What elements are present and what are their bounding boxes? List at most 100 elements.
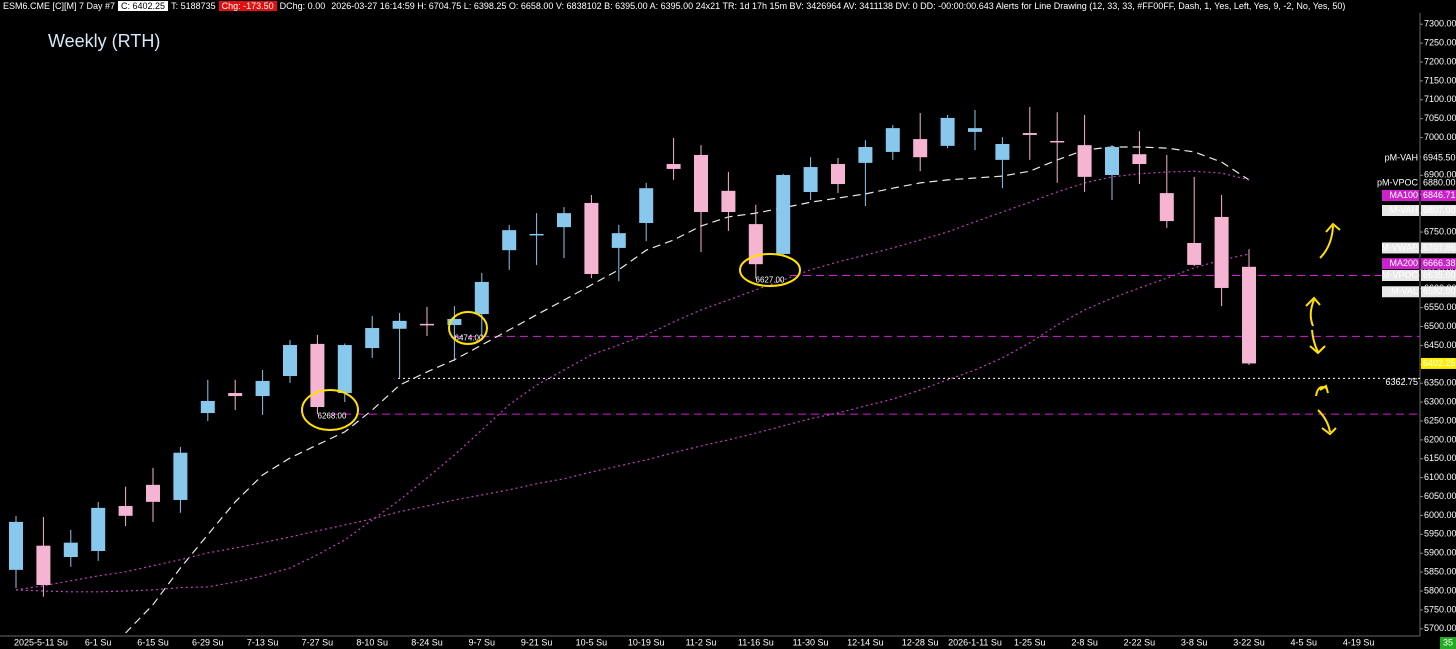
y-tick-label: 7300.00 (1424, 19, 1456, 29)
marker-value: 6880.00 (1423, 177, 1456, 187)
x-tick-label: 9-21 Su (521, 637, 553, 647)
marker-name-box (1382, 152, 1419, 164)
last-price-box (1421, 357, 1456, 369)
x-tick-label: 11-2 Su (686, 637, 717, 647)
marker-name: M-VAH (1390, 205, 1418, 215)
candle-body (639, 188, 654, 223)
candle-body (337, 345, 352, 394)
arrow (1317, 409, 1337, 436)
y-tick-label: 6650.00 (1424, 264, 1456, 274)
x-tick-label: 10-5 Su (576, 637, 608, 647)
marker-value: 6666.38 (1423, 258, 1456, 268)
candle-body (611, 233, 626, 248)
candle-body (1022, 133, 1037, 135)
marker-name: pM-VAH (1385, 153, 1418, 163)
candle-body (1105, 147, 1119, 175)
marker-value-box (1421, 258, 1456, 270)
candle-body (1077, 145, 1092, 177)
change: Chg: -173.50 (218, 1, 277, 11)
marker-name: M-VWAP (1381, 242, 1418, 252)
candle-body (1242, 266, 1256, 364)
y-tick-label: 6350.00 (1424, 378, 1456, 388)
y-tick-label: 6150.00 (1424, 453, 1456, 463)
marker-value-box (1421, 189, 1456, 201)
y-tick-label: 5700.00 (1424, 623, 1456, 633)
x-tick-label: 1-25 Su (1014, 637, 1046, 647)
badge (1440, 637, 1456, 649)
candle-body (529, 233, 544, 236)
marker-name-box (1382, 205, 1419, 217)
x-tick-label: 6-15 Su (137, 637, 169, 647)
marker-name: pM-VPOC (1377, 177, 1419, 187)
x-tick-label: 11-16 Su (738, 637, 774, 647)
status-bar: ESM6.CME [C][M] 7 Day #7 C: 6402.25 T: 518… (0, 0, 1456, 13)
marker-name-box (1382, 177, 1419, 189)
candle-body (557, 213, 571, 228)
x-tick-label: 9-7 Su (469, 637, 496, 647)
y-tick-label: 6300.00 (1424, 396, 1456, 406)
candle-body (1050, 140, 1065, 143)
marker-name: MA100 (1389, 190, 1418, 200)
candle-body (831, 164, 845, 185)
level-label: 6362.75 (1385, 377, 1418, 387)
y-tick-label: 7000.00 (1424, 132, 1456, 142)
badge-text: 35 (1443, 637, 1453, 647)
marker-value-box (1421, 177, 1456, 189)
candle-body (63, 542, 78, 558)
circle (301, 389, 359, 431)
x-tick-label: 7-27 Su (302, 637, 334, 647)
marker-value: 6807.00 (1423, 205, 1456, 215)
candle-body (913, 139, 928, 158)
marker-name-box (1382, 286, 1419, 298)
x-tick-label: 4-19 Su (1343, 637, 1375, 647)
y-tick-label: 7150.00 (1424, 75, 1456, 85)
candle-body (584, 202, 599, 274)
y-tick-label: 6750.00 (1424, 226, 1456, 236)
candle-body (228, 393, 243, 397)
annotation: 6474.00 (455, 333, 484, 342)
last-price: 6402.25 (1423, 358, 1456, 368)
y-tick-label: 6450.00 (1424, 340, 1456, 350)
candle-body (694, 154, 708, 213)
candle-body (420, 323, 434, 326)
ma-line (15, 170, 1250, 593)
symbol: ESM6.CME [C][M] 7 Day #7 (3, 1, 116, 11)
circle (448, 311, 488, 345)
y-tick-label: 6500.00 (1424, 321, 1456, 331)
x-tick-label: 3-8 Su (1181, 637, 1208, 647)
candle-body (995, 143, 1010, 160)
x-tick-label: 10-19 Su (628, 637, 665, 647)
last-close: C: 6402.25 (118, 1, 169, 11)
candle-body (666, 164, 681, 169)
candle-body (118, 506, 133, 516)
marker-value-box (1421, 269, 1456, 281)
candle-body (803, 167, 818, 192)
y-tick-label: 6050.00 (1424, 491, 1456, 501)
candle-body (173, 452, 188, 500)
y-tick-label: 6200.00 (1424, 434, 1456, 444)
marker-value: 6635.00 (1423, 270, 1456, 280)
y-tick-label: 6100.00 (1424, 472, 1456, 482)
marker-name-box (1382, 269, 1419, 281)
candle-body (474, 281, 489, 315)
arrow (1319, 222, 1341, 259)
candle-body (885, 128, 900, 152)
arrow (1305, 296, 1321, 327)
marker-value-box (1421, 242, 1456, 254)
x-tick-label: 6-29 Su (192, 637, 224, 647)
y-tick-label: 5800.00 (1424, 585, 1456, 595)
candle-body (283, 345, 297, 377)
ticks: T: 5188735 (171, 1, 216, 11)
bar-info: 2026-03-27 16:14:59 H: 6704.75 L: 6398.2… (331, 1, 1346, 11)
arrow (1309, 329, 1326, 355)
x-tick-label: 2-8 Su (1071, 637, 1098, 647)
candle-body (1214, 216, 1229, 288)
x-tick-label: 11-30 Su (793, 637, 829, 647)
x-tick-label: 2026-1-11 Su (948, 637, 1002, 647)
candle-body (146, 484, 160, 502)
marker-value: 6846.71 (1423, 190, 1456, 200)
x-tick-label: 7-13 Su (247, 637, 279, 647)
y-tick-label: 6550.00 (1424, 302, 1456, 312)
marker-value: 6945.50 (1423, 153, 1456, 163)
